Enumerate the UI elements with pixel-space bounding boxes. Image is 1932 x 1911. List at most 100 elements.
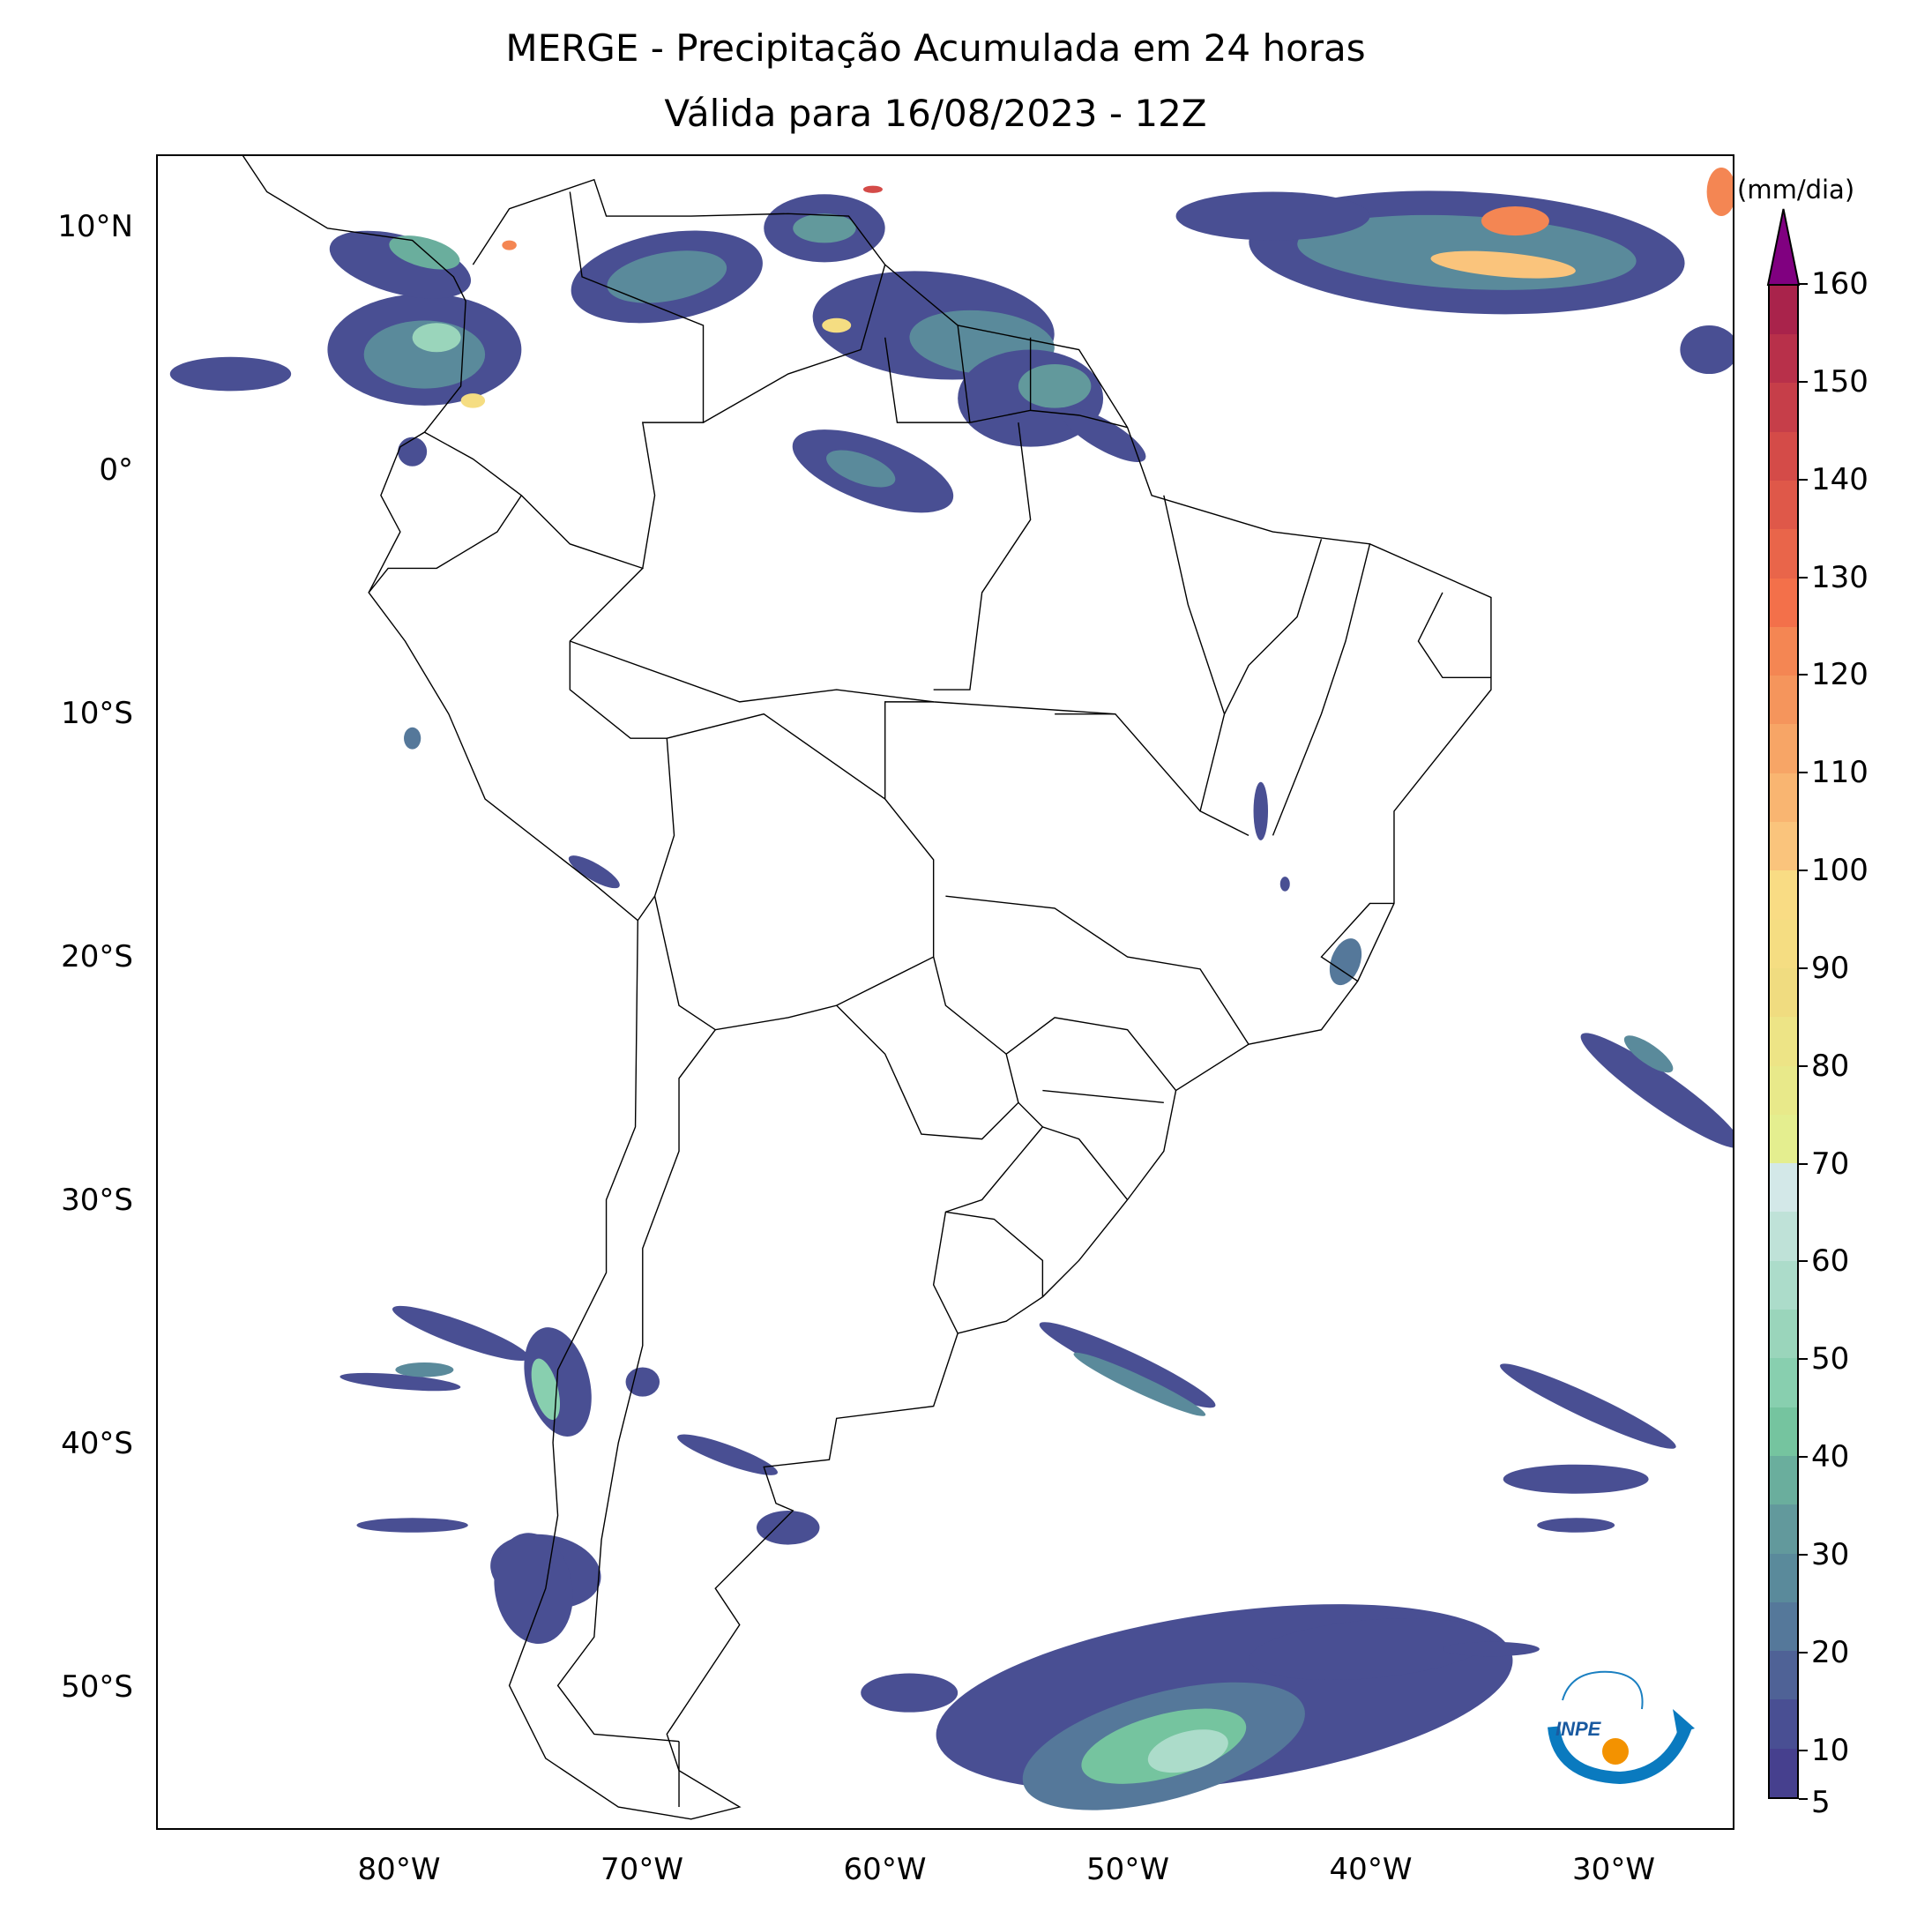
colorbar-tick <box>1799 1798 1808 1800</box>
political-border <box>570 641 1115 714</box>
colorbar-extend-arrow <box>1766 208 1801 286</box>
lon-label: 50°W <box>1086 1852 1169 1887</box>
precipitation-area <box>568 855 620 889</box>
precipitation-area <box>392 1305 530 1362</box>
precipitation-area <box>826 450 896 488</box>
colorbar-band <box>1770 1553 1797 1602</box>
lat-label: 10°S <box>61 696 133 731</box>
precipitation-map <box>156 154 1734 1830</box>
colorbar-tick-label: 50 <box>1811 1341 1850 1377</box>
colorbar-band <box>1770 967 1797 1018</box>
colorbar-band <box>1770 1748 1797 1797</box>
colorbar-tick-label: 100 <box>1811 853 1869 889</box>
lon-label: 80°W <box>357 1852 441 1887</box>
political-border <box>958 325 970 422</box>
colorbar-band <box>1770 1601 1797 1652</box>
precipitation-area <box>169 356 292 392</box>
political-border <box>945 896 1249 1044</box>
precipitation-layer <box>169 167 1733 1810</box>
precipitation-area <box>1680 325 1733 375</box>
colorbar-band <box>1770 431 1797 481</box>
precipitation-area <box>1018 364 1092 408</box>
colorbar-tick-label: 150 <box>1811 363 1869 399</box>
precipitation-area <box>1706 167 1733 217</box>
political-border <box>945 1212 1042 1296</box>
political-border <box>1042 1091 1163 1103</box>
colorbar-tick-label: 60 <box>1811 1243 1850 1280</box>
political-border <box>1164 496 1249 836</box>
precipitation-area <box>677 1434 778 1475</box>
colorbar-band <box>1770 1114 1797 1164</box>
colorbar-tick <box>1799 1553 1808 1556</box>
lat-label: 50°S <box>61 1669 133 1705</box>
colorbar-tick <box>1799 1456 1808 1459</box>
colorbar-band <box>1770 1163 1797 1213</box>
colorbar-tick <box>1799 1162 1808 1165</box>
political-border <box>934 1102 1043 1333</box>
precipitation-area <box>531 1358 561 1421</box>
precipitation-area <box>1039 1322 1216 1408</box>
colorbar-tick-label: 80 <box>1811 1048 1850 1084</box>
precipitation-area <box>412 323 461 353</box>
precipitation-area <box>339 1372 461 1392</box>
colorbar-band <box>1770 1358 1797 1407</box>
colorbar-tick-label: 70 <box>1811 1146 1850 1182</box>
precipitation-area <box>398 437 428 467</box>
map-subtitle: Válida para 16/08/2023 - 12Z <box>664 92 1207 135</box>
colorbar-band <box>1770 334 1797 384</box>
lon-label: 40°W <box>1329 1852 1413 1887</box>
colorbar-tick <box>1799 576 1808 579</box>
colorbar-tick <box>1799 478 1808 481</box>
precipitation-area <box>1503 1464 1649 1494</box>
political-border <box>1322 903 1394 981</box>
colorbar-tick <box>1799 1064 1808 1067</box>
colorbar <box>1768 284 1799 1799</box>
political-border <box>558 1030 716 1742</box>
political-border <box>1006 1018 1175 1091</box>
colorbar-tick <box>1799 1749 1808 1751</box>
precipitation-area <box>389 235 460 270</box>
colorbar-band <box>1770 1310 1797 1359</box>
precipitation-area <box>1253 781 1269 840</box>
precipitation-area <box>356 1518 468 1533</box>
logo-text: INPE <box>1555 1718 1602 1740</box>
colorbar-band <box>1770 1699 1797 1749</box>
colorbar-band <box>1770 529 1797 579</box>
boundaries-layer <box>242 156 1491 1819</box>
political-border <box>655 714 934 1030</box>
lat-label: 10°N <box>57 209 133 244</box>
precipitation-area <box>1537 1518 1615 1533</box>
precipitation-area <box>1175 191 1370 241</box>
colorbar-tick-label: 40 <box>1811 1439 1850 1475</box>
precipitation-area <box>1279 877 1290 892</box>
precipitation-area <box>404 727 421 750</box>
lat-label: 0° <box>99 452 133 488</box>
colorbar-tick <box>1799 1358 1808 1361</box>
political-border <box>934 422 1031 690</box>
inpe-logo: INPE <box>1548 1670 1695 1784</box>
colorbar-band <box>1770 724 1797 773</box>
map-title: MERGE - Precipitação Acumulada em 24 hor… <box>505 26 1366 70</box>
precipitation-area <box>1329 938 1362 986</box>
political-border <box>704 265 885 422</box>
colorbar-band <box>1770 383 1797 432</box>
colorbar-tick-label: 140 <box>1811 461 1869 497</box>
colorbar-tick-label: 20 <box>1811 1634 1850 1670</box>
colorbar-tick-label: 30 <box>1811 1536 1850 1572</box>
colorbar-band <box>1770 1065 1797 1115</box>
lat-label: 30°S <box>61 1183 133 1218</box>
colorbar-band <box>1770 870 1797 920</box>
precipitation-area <box>1500 1363 1676 1449</box>
precipitation-area <box>395 1362 454 1377</box>
precipitation-area <box>607 250 727 303</box>
political-border <box>570 191 703 568</box>
colorbar-tick <box>1799 380 1808 383</box>
political-border <box>885 338 1128 428</box>
political-border <box>1055 714 1200 811</box>
lat-label: 20°S <box>61 939 133 974</box>
precipitation-area <box>862 185 883 193</box>
map-canvas <box>169 156 1733 1828</box>
colorbar-tick <box>1799 772 1808 774</box>
colorbar-tick <box>1799 674 1808 676</box>
colorbar-tick <box>1799 1260 1808 1263</box>
